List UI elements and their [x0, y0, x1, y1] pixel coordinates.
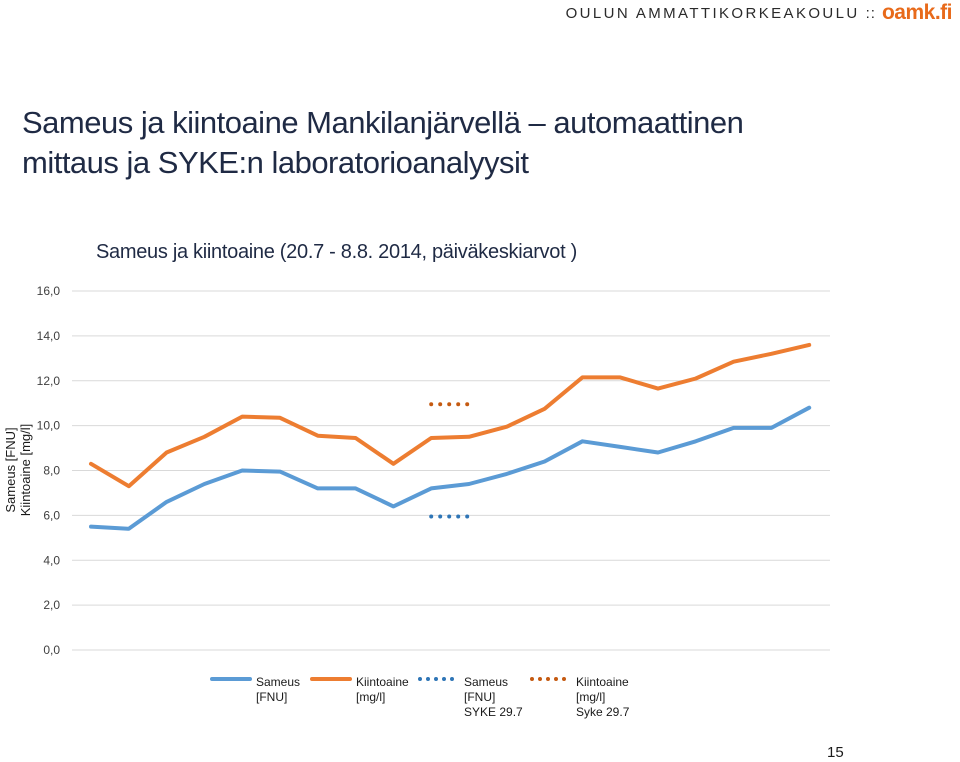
slide-title-line-1: Sameus ja kiintoaine Mankilanjärvellä – …: [22, 105, 744, 140]
legend-label-line: Sameus: [464, 675, 508, 689]
page-number: 15: [827, 744, 844, 761]
y-axis-title: Sameus [FNU]Kiintoaine [mg/l]: [3, 424, 33, 517]
legend-label: Sameus [FNU]: [256, 675, 300, 704]
legend-label-line: [FNU]: [256, 690, 287, 704]
y-tick-labels: 0,0 2,0 4,0 6,0 8,0 10,0 12,0 14,0 16,0: [37, 284, 61, 657]
legend-label-line: [mg/l]: [576, 690, 605, 704]
grid-lines: [72, 290, 830, 651]
y-tick-label: 4,0: [43, 553, 60, 567]
brand-separator: ::: [865, 4, 876, 22]
legend-label: Kiintoaine [mg/l]: [356, 675, 409, 704]
y-axis-title-line: Sameus [FNU]: [3, 427, 18, 512]
chart-title: Sameus ja kiintoaine (20.7 - 8.8. 2014, …: [96, 241, 577, 263]
y-axis-label: Sameus [FNU]Kiintoaine [mg/l]: [3, 424, 33, 517]
y-tick-label: 6,0: [43, 508, 60, 522]
legend-label-line: Syke 29.7: [576, 705, 630, 719]
series-line: [89, 405, 812, 531]
y-tick-label: 8,0: [43, 464, 60, 478]
oamk-logo: oamk.fi: [881, 1, 953, 24]
brand-name: OULUN AMMATTIKORKEAKOULU: [565, 4, 860, 22]
y-tick-label: 10,0: [37, 419, 61, 433]
legend-label-line: Kiintoaine: [356, 675, 409, 689]
legend-label-line: [FNU]: [464, 690, 495, 704]
slide-title-line-2: mittaus ja SYKE:n laboratorioanalyysit: [22, 145, 529, 180]
legend-label-line: SYKE 29.7: [464, 705, 523, 719]
legend-label-line: Kiintoaine: [576, 675, 629, 689]
legend-label: Kiintoaine [mg/l] Syke 29.7: [576, 675, 630, 719]
brand-header: OULUN AMMATTIKORKEAKOULU :: oamk.fi: [565, 1, 953, 24]
y-axis-title-line: Kiintoaine [mg/l]: [18, 424, 33, 517]
y-tick-label: 12,0: [37, 374, 61, 388]
legend-label-line: Sameus: [256, 675, 300, 689]
legend-label-line: [mg/l]: [356, 690, 385, 704]
legend: Sameus [FNU]Kiintoaine [mg/l]Sameus [FNU] SY…: [210, 675, 630, 719]
legend-label: Sameus [FNU] SYKE 29.7: [464, 675, 523, 719]
y-tick-label: 0,0: [43, 643, 60, 657]
slide-title: Sameus ja kiintoaine Mankilanjärvellä – …: [22, 103, 922, 183]
y-tick-label: 2,0: [43, 598, 60, 612]
series-lines: [89, 342, 812, 531]
y-tick-label: 16,0: [37, 284, 61, 298]
y-tick-label: 14,0: [37, 329, 61, 343]
series-line: [89, 342, 812, 489]
